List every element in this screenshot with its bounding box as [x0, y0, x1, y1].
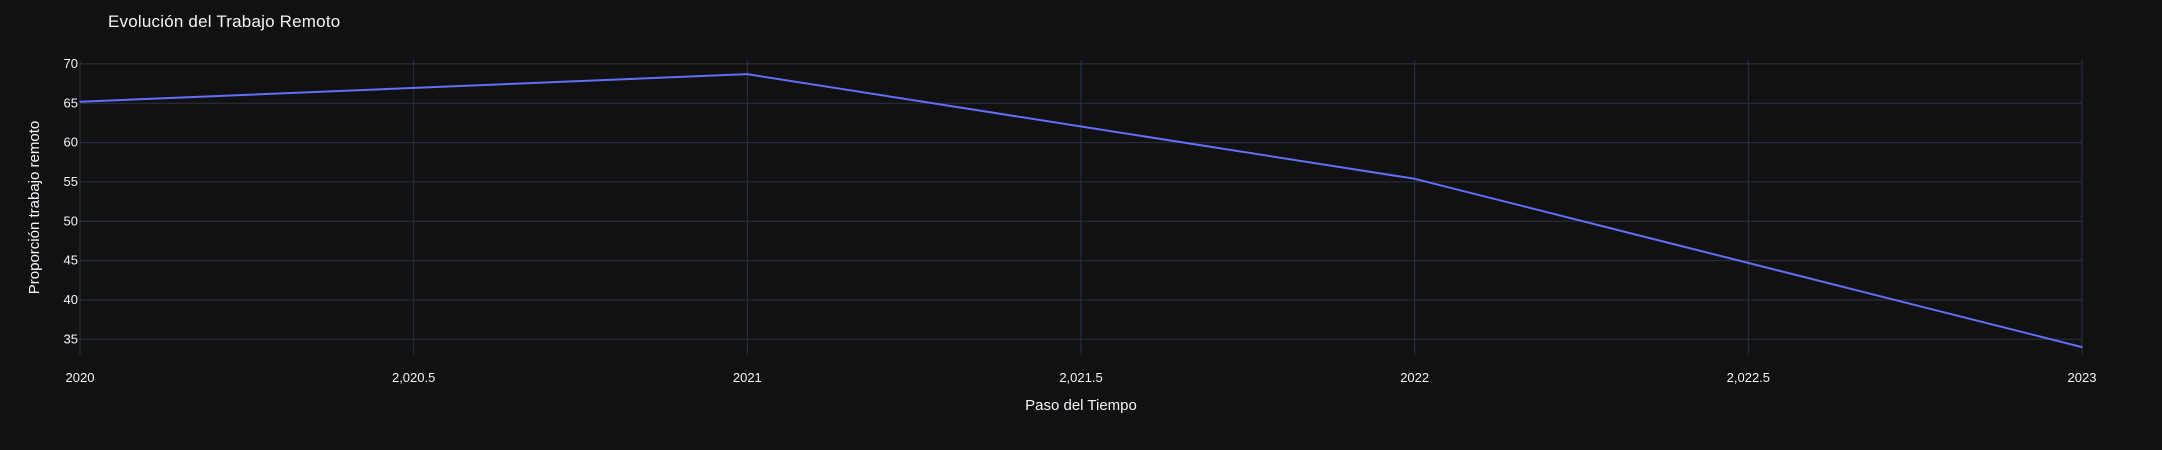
- data-point: [2081, 346, 2083, 348]
- data-point: [1413, 177, 1416, 180]
- y-axis-title: Proporción trabajo remoto: [26, 121, 43, 294]
- series-line: [79, 73, 2083, 349]
- data-point: [79, 100, 81, 103]
- y-tick-label: 40: [64, 292, 78, 307]
- y-tick-label: 35: [64, 331, 78, 346]
- data-point: [746, 73, 749, 75]
- y-tick-label: 45: [64, 253, 78, 268]
- grid-lines: [79, 60, 2083, 355]
- x-tick-label: 2,020.5: [392, 370, 435, 385]
- x-tick-label: 2022: [1400, 370, 1429, 385]
- y-tick-label: 50: [64, 213, 78, 228]
- y-tick-label: 55: [64, 174, 78, 189]
- y-tick-label: 65: [64, 95, 78, 110]
- x-tick-label: 2021: [733, 370, 762, 385]
- x-axis-title: Paso del Tiempo: [1025, 397, 1137, 414]
- x-tick-label: 2020: [66, 370, 95, 385]
- y-tick-label: 70: [64, 56, 78, 71]
- chart-title: Evolución del Trabajo Remoto: [108, 12, 341, 31]
- x-tick-label: 2,022.5: [1727, 370, 1770, 385]
- series-layer: [79, 73, 2083, 349]
- tick-labels: 35 40 45 50 55 60 65 70 2020 2,020.5 2021 2,021.5 20…: [64, 56, 2097, 385]
- y-tick-label: 60: [64, 135, 78, 150]
- x-tick-label: 2023: [2068, 370, 2097, 385]
- x-tick-label: 2,021.5: [1059, 370, 1102, 385]
